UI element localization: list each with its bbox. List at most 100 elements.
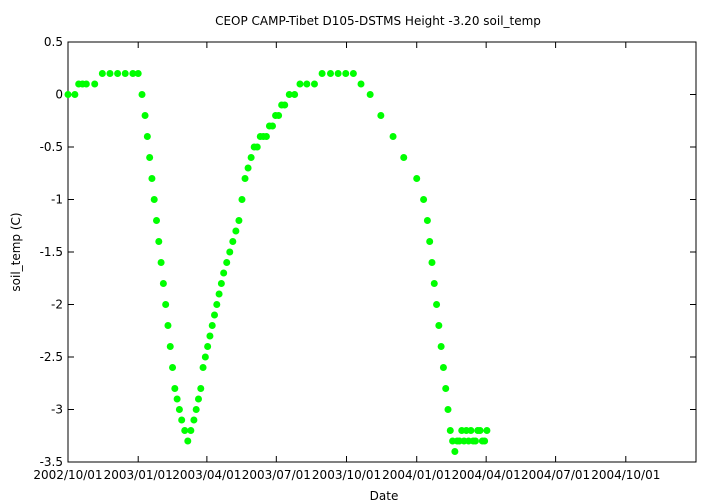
data-point [206,332,214,340]
data-point [91,80,99,88]
x-tick-label: 2003/01/01 [104,468,173,482]
data-point [208,322,216,329]
data-point [162,301,170,308]
data-point [143,133,151,140]
data-point [98,70,106,77]
x-tick-label: 2003/07/01 [242,468,311,482]
data-point [181,427,189,434]
data-points [64,70,491,455]
y-tick-label: -3 [51,403,63,417]
x-tick-label: 2004/04/01 [452,468,521,482]
data-point [146,154,154,161]
data-point [213,301,221,308]
data-point [342,70,350,77]
data-point [476,427,484,434]
data-point [413,175,421,182]
data-point [426,238,434,245]
y-ticks: 0.5 0 -0.5 -1 -1.5 -2 -2.5 -3 -3.5 [40,35,696,469]
data-point [199,364,207,371]
data-point [433,301,441,308]
data-point [82,80,90,88]
data-point [166,343,174,350]
data-point [138,91,146,98]
data-point [467,427,475,434]
data-point [481,437,489,445]
y-tick-label: -1 [51,193,63,207]
data-point [247,154,255,161]
data-point [164,322,172,329]
data-point [153,217,161,224]
y-tick-label: -3.5 [40,455,63,469]
data-point [442,385,450,392]
x-tick-label: 2003/04/01 [172,468,241,482]
y-tick-label: 0.5 [44,35,63,49]
x-axis-label: Date [370,489,399,503]
data-point [310,80,318,88]
data-point [357,80,365,88]
data-point [439,364,447,371]
data-point [217,280,225,287]
data-point [366,91,374,98]
data-point [71,91,79,98]
data-point [423,217,431,224]
y-tick-label: 0 [55,88,63,102]
y-tick-label: -2 [51,298,63,312]
data-point [471,437,479,445]
data-point [201,353,209,361]
data-point [428,259,436,266]
x-tick-label: 2003/10/01 [312,468,381,482]
x-tick-label: 2004/07/01 [521,468,590,482]
y-axis-label: soil_temp (C) [9,212,23,291]
x-ticks: 2002/10/01 2003/01/01 2003/04/01 2003/07/01… [33,42,660,482]
data-point [451,448,459,455]
data-point [334,70,342,77]
data-point [114,70,122,77]
data-point [253,143,261,151]
plot-area-frame [67,41,697,463]
data-point [262,133,270,140]
data-point [178,416,186,424]
data-point [129,70,137,77]
data-point [155,238,163,245]
data-point [220,269,228,277]
data-point [157,259,165,266]
data-point [444,406,452,413]
data-point [106,70,114,77]
data-point [197,385,205,392]
data-point [150,196,158,203]
data-point [190,416,198,424]
data-point [291,91,299,98]
data-point [215,290,223,298]
data-point [173,395,181,403]
data-point [229,238,237,245]
data-point [400,154,408,161]
data-point [211,311,219,319]
x-tick-label: 2004/10/01 [591,468,660,482]
data-point [159,280,167,287]
data-point [223,259,231,266]
data-point [204,343,212,350]
data-point [64,91,72,98]
data-point [232,227,240,235]
data-point [235,217,243,224]
data-point [281,101,289,109]
data-point [121,70,129,77]
data-point [187,427,195,434]
data-point [184,437,192,445]
y-tick-label: -2.5 [40,350,63,364]
data-point [269,122,277,130]
y-tick-label: -1.5 [40,245,63,259]
data-point [430,280,438,287]
data-point [175,406,183,413]
data-point [483,427,491,434]
data-point [303,80,311,88]
y-tick-label: -0.5 [40,140,63,154]
data-point [171,385,179,392]
data-point [420,196,428,203]
data-point [192,406,200,413]
data-point [296,80,304,88]
data-point [238,196,246,203]
x-tick-label: 2004/01/01 [382,468,451,482]
data-point [148,175,156,182]
